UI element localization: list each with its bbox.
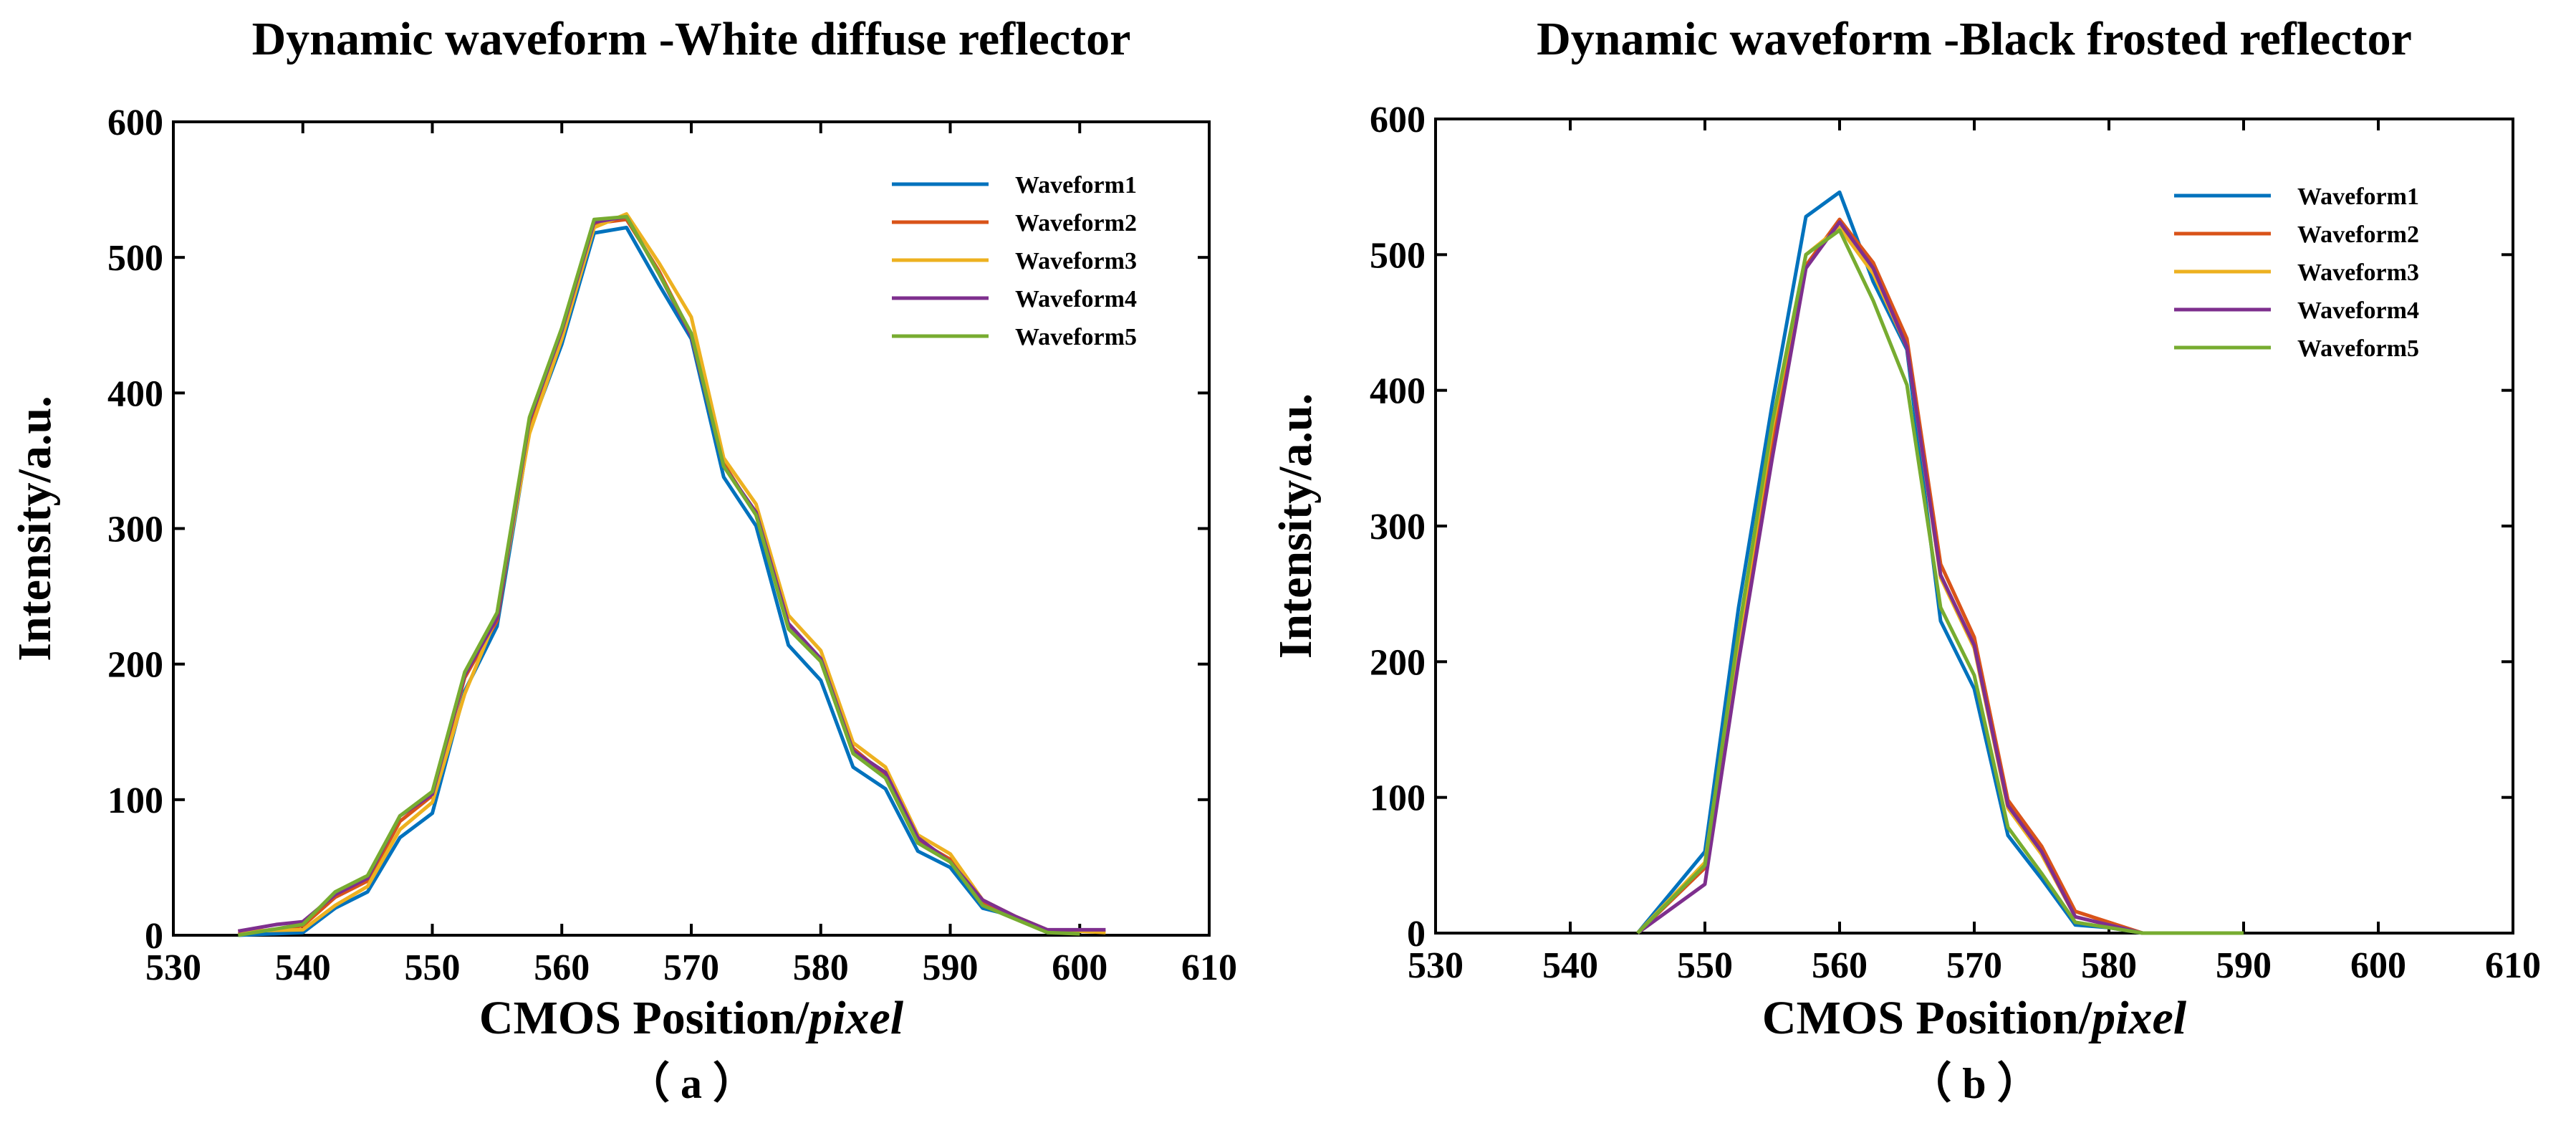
x-tick-label: 580 [2081,945,2137,986]
series-line-waveform5 [1636,228,2244,935]
series-line-waveform3 [1636,226,2244,935]
x-axis-label: CMOS Position/pixel [479,992,904,1044]
legend-label: Waveform4 [1015,286,1137,312]
chart-b: Dynamic waveform -Black frosted reflecto… [1269,13,2541,1107]
y-tick-label: 200 [107,645,163,686]
y-tick-label: 100 [1370,778,1426,819]
series-line-waveform4 [1636,220,2244,935]
x-tick-label: 610 [2485,945,2541,986]
x-tick-label: 550 [1677,945,1733,986]
plot-frame [172,120,1211,937]
series-line-waveform5 [237,214,1080,937]
x-tick-label: 530 [145,947,201,988]
x-tick-label: 560 [1812,945,1868,986]
y-tick-label: 600 [107,102,163,143]
y-tick-label: 400 [1370,371,1426,412]
y-tick-label: 500 [1370,235,1426,276]
x-axis-label-unit: pixel [2088,992,2187,1044]
x-axis-label-unit: pixel [805,992,904,1044]
series-line-waveform1 [238,226,1080,937]
x-tick-label: 590 [2216,945,2272,986]
y-tick-label: 500 [107,238,163,279]
legend-label: Waveform1 [2297,183,2419,210]
legend-label: Waveform3 [2297,259,2419,286]
x-axis-label-main: CMOS Position/ [1762,992,2093,1044]
legend-label: Waveform5 [1015,324,1137,350]
x-tick-label: 590 [923,947,979,988]
series-line-waveform2 [238,217,1080,936]
y-tick-label: 100 [107,780,163,821]
subfigure-label: （ b ） [1908,1059,2039,1107]
x-tick-label: 570 [663,947,719,988]
x-tick-label: 610 [1181,947,1237,988]
legend-label: Waveform1 [1015,172,1137,199]
x-tick-label: 580 [793,947,849,988]
chart-title: Dynamic waveform -White diffuse reflecto… [252,13,1131,65]
x-tick-label: 550 [405,947,461,988]
x-tick-label: 600 [1052,947,1107,988]
x-axis-label: CMOS Position/pixel [1762,992,2187,1044]
y-axis-label: Intensity/a.u. [9,396,61,661]
x-tick-label: 530 [1408,945,1464,986]
legend-label: Waveform3 [1015,248,1137,274]
y-tick-label: 600 [1370,100,1426,140]
chart-title: Dynamic waveform -Black frosted reflecto… [1537,13,2412,65]
y-tick-label: 300 [1370,507,1426,548]
legend-label: Waveform4 [2297,297,2419,324]
series-line-waveform3 [238,212,1106,935]
y-axis-label: Intensity/a.u. [1269,393,1322,659]
subfigure-label: （ a ） [627,1059,756,1107]
chart-a: Dynamic waveform -White diffuse reflecto… [9,13,1237,1107]
x-tick-label: 560 [534,947,590,988]
y-tick-label: 400 [107,373,163,414]
legend-label: Waveform5 [2297,335,2419,362]
y-tick-label: 300 [107,510,163,550]
x-tick-label: 570 [1946,945,2002,986]
y-tick-label: 0 [145,916,163,957]
series-line-waveform4 [237,214,1106,933]
x-tick-label: 540 [1542,945,1598,986]
y-tick-label: 0 [1407,914,1426,955]
x-tick-label: 600 [2350,945,2406,986]
x-axis-label-main: CMOS Position/ [479,992,810,1044]
x-tick-label: 540 [275,947,331,988]
y-tick-label: 200 [1370,642,1426,683]
legend-label: Waveform2 [2297,221,2419,248]
legend-label: Waveform2 [1015,210,1137,236]
